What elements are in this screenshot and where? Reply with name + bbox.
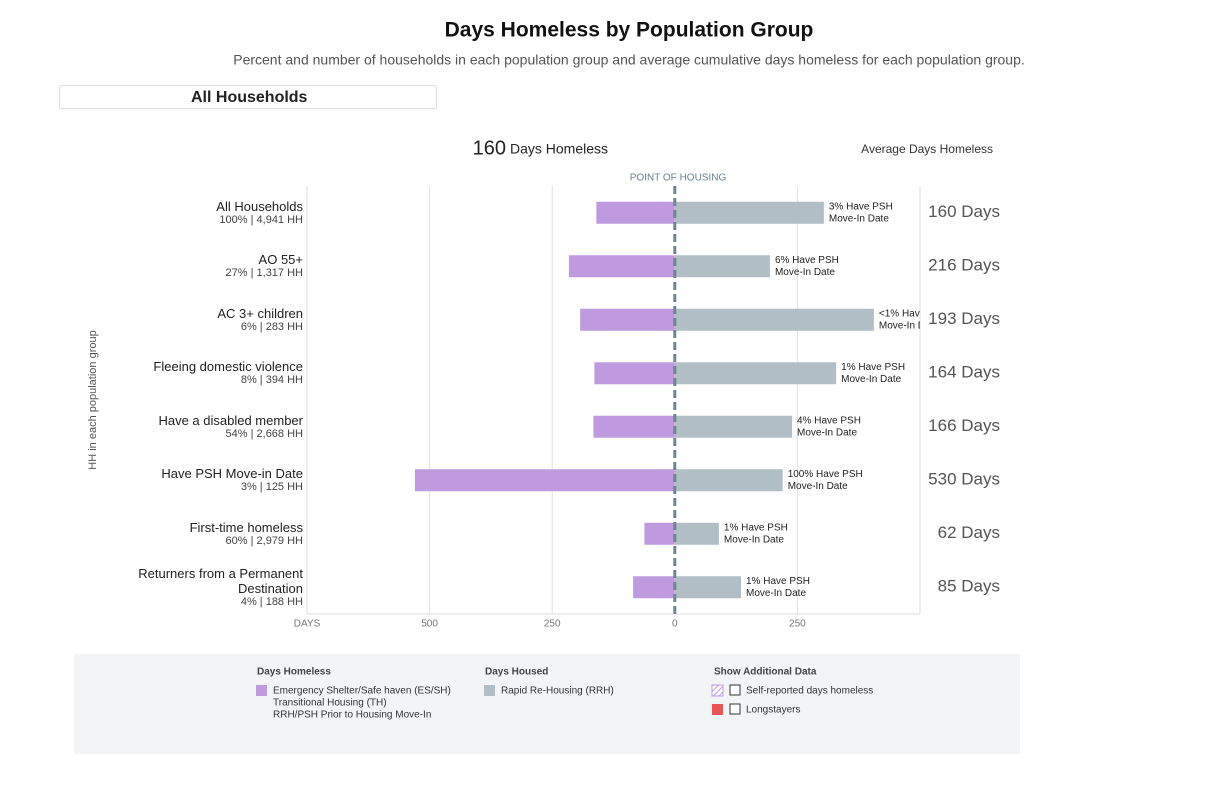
category-sublabel: 27% | 1,317 HH (225, 267, 303, 280)
category-sublabel: 100% | 4,941 HH (219, 213, 303, 226)
legend-title: Days Housed (485, 667, 548, 678)
category-label: Fleeing domestic violence 8% | 394 HH (103, 359, 303, 387)
bar-annotation: Move-In Date (746, 588, 806, 599)
legend-item: Longstayers (746, 705, 800, 716)
legend-swatch (712, 704, 723, 715)
category-sublabel: 8% | 394 HH (240, 374, 303, 387)
category-sublabel: 6% | 283 HH (240, 320, 303, 333)
bar-annotation: <1% Have PSH (879, 308, 949, 319)
bar-annotation: Move-In Date (841, 374, 901, 385)
bar (596, 201, 675, 224)
avg-label: 164 Days (928, 363, 1000, 382)
headline-label: Days Homeless (510, 141, 608, 157)
y-axis-label: HH in each population group (87, 330, 99, 469)
bar-annotation: Move-In Date (829, 213, 889, 224)
bar-annotation: 1% Have PSH (746, 576, 810, 587)
x-axis-label: DAYS (294, 619, 321, 630)
legend-swatch (711, 684, 724, 697)
bar (674, 308, 874, 331)
x-tick-label: 0 (672, 619, 678, 630)
dropdown[interactable]: All Households (59, 85, 437, 109)
x-tick-label: 250 (789, 619, 806, 630)
category-label: Have a disabled member 54% | 2,668 HH (103, 413, 303, 441)
bar-annotation: Move-In Date (788, 481, 848, 492)
checkbox[interactable] (729, 684, 741, 696)
subtitle: Percent and number of households in each… (233, 52, 1025, 68)
bar (674, 576, 742, 599)
avg-label: 62 Days (938, 523, 1000, 542)
bar-annotation: 6% Have PSH (775, 255, 839, 266)
category-name: All Households (216, 198, 303, 214)
checkbox[interactable] (729, 703, 741, 715)
category-sublabel: 4% | 188 HH (240, 595, 303, 608)
category-sublabel: 3% | 125 HH (240, 481, 303, 494)
bar-annotation: 1% Have PSH (841, 362, 905, 373)
category-label: Have PSH Move-in Date 3% | 125 HH (103, 466, 303, 494)
legend-panel (74, 654, 1020, 754)
avg-label: 530 Days (928, 470, 1000, 489)
x-tick-label: 250 (544, 619, 561, 630)
bar (414, 469, 675, 492)
category-label: AO 55+ 27% | 1,317 HH (103, 252, 303, 280)
category-name: Fleeing domestic violence (153, 359, 303, 375)
legend-title: Show Additional Data (714, 667, 817, 678)
avg-label: 160 Days (928, 202, 1000, 221)
category-label: Returners from a Permanent Destination 4%… (103, 566, 303, 609)
avg-label: 216 Days (928, 256, 1000, 275)
legend-item: Transitional Housing (TH) (273, 698, 387, 709)
bar (674, 362, 837, 385)
bar (674, 255, 770, 278)
category-sublabel: 60% | 2,979 HH (225, 534, 303, 547)
bar (644, 522, 675, 545)
bar (568, 255, 675, 278)
bar-annotation: Move-In Date (797, 427, 857, 438)
bar (594, 362, 675, 385)
category-sublabel: 54% | 2,668 HH (225, 427, 303, 440)
avg-label: 166 Days (928, 416, 1000, 435)
title: Days Homeless by Population Group (445, 19, 814, 42)
bar-annotation: 4% Have PSH (797, 415, 861, 426)
bar (674, 469, 783, 492)
bar (674, 522, 719, 545)
bar-annotation: Move-In Date (775, 267, 835, 278)
bar-annotation: 3% Have PSH (829, 201, 893, 212)
category-name: Have a disabled member (158, 412, 303, 428)
bar (633, 576, 675, 599)
bar-annotation: Move-In Date (724, 534, 784, 545)
bar (674, 201, 824, 224)
avg-label: 193 Days (928, 309, 1000, 328)
bar-annotation: 1% Have PSH (724, 522, 788, 533)
category-label: AC 3+ children 6% | 283 HH (103, 306, 303, 334)
legend-swatch (484, 685, 495, 696)
headline-value: 160 (473, 137, 506, 159)
avg-label: 85 Days (938, 577, 1000, 596)
category-name: Have PSH Move-in Date (161, 466, 303, 482)
legend-item: Rapid Re-Housing (RRH) (501, 686, 614, 697)
category-name: Returners from a Permanent Destination (138, 565, 303, 596)
zero-label: POINT OF HOUSING (630, 173, 727, 184)
category-name: First-time homeless (189, 519, 303, 535)
legend-item: RRH/PSH Prior to Housing Move-In (273, 710, 431, 721)
legend-item: Self-reported days homeless (746, 686, 873, 697)
category-label: All Households 100% | 4,941 HH (103, 199, 303, 227)
category-name: AC 3+ children (217, 305, 303, 321)
category-name: AO 55+ (258, 252, 303, 268)
legend-title: Days Homeless (257, 667, 331, 678)
bar-annotation: Move-In Date (879, 320, 939, 331)
bar (674, 415, 793, 438)
x-tick-label: 500 (421, 619, 438, 630)
right-header: Average Days Homeless (861, 142, 993, 156)
bar (593, 415, 675, 438)
category-label: First-time homeless 60% | 2,979 HH (103, 520, 303, 548)
bar (580, 308, 675, 331)
legend-item: Emergency Shelter/Safe haven (ES/SH) (273, 686, 451, 697)
bar-annotation: 100% Have PSH (788, 469, 863, 480)
legend-swatch (256, 685, 267, 696)
